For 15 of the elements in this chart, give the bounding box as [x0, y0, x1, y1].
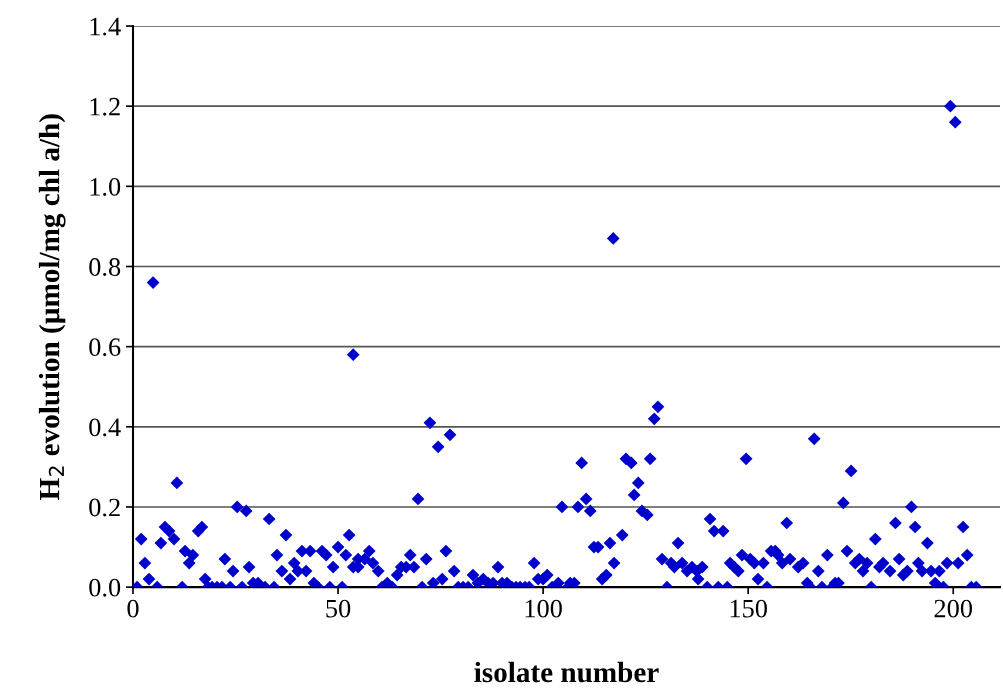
- x-tick-label: 100: [525, 599, 562, 618]
- y-tick-label: 0.8: [89, 258, 121, 277]
- y-tick-label: 0.0: [89, 578, 121, 597]
- y-axis-title: H$_{2}$ evolution (µmol/mg chl a/h): [38, 114, 66, 500]
- y-tick-label: 1.0: [90, 177, 121, 196]
- x-tick-label: 50: [326, 599, 351, 618]
- y-tick-label: 1.4: [90, 17, 121, 36]
- y-tick-label: 0.6: [89, 338, 121, 357]
- y-tick-label: 0.4: [89, 418, 121, 437]
- x-tick-label: 0: [127, 599, 139, 618]
- x-axis-title: isolate number: [474, 661, 659, 683]
- y-tick-label: 0.2: [89, 498, 120, 517]
- y-tick-label: 1.2: [90, 97, 120, 116]
- x-tick-label: 200: [934, 599, 973, 618]
- x-tick-label: 150: [730, 599, 767, 618]
